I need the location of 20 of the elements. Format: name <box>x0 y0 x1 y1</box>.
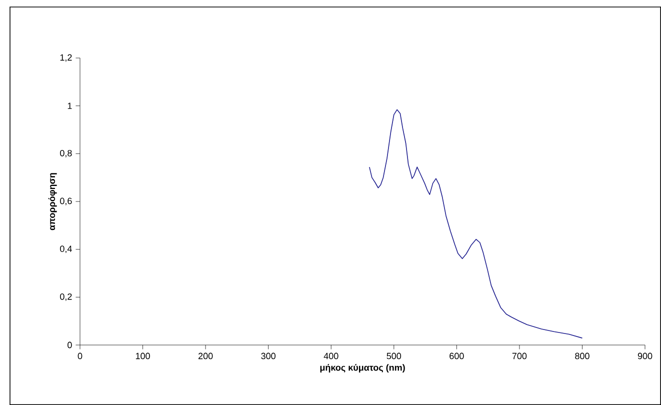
x-tick-label: 200 <box>198 352 213 360</box>
y-tick-label: 0,2 <box>60 293 72 301</box>
x-tick-label: 100 <box>136 352 150 360</box>
line-series <box>369 109 583 338</box>
y-tick-label: 0,6 <box>60 198 72 206</box>
y-tick-label: 0,4 <box>60 246 72 254</box>
x-tick-label: 300 <box>261 352 276 360</box>
y-tick-label: 0,8 <box>60 150 72 158</box>
x-tick-label: 500 <box>386 352 402 360</box>
y-tick-label: 1,2 <box>60 54 72 62</box>
y-axis-title: απορρόφηση <box>48 173 57 230</box>
y-tick-label: 1 <box>68 102 72 109</box>
y-tick-label: 0 <box>68 342 72 348</box>
x-tick-label: 400 <box>324 352 338 360</box>
x-tick-label: 900 <box>638 352 652 360</box>
x-tick-label: 600 <box>450 352 464 360</box>
x-tick-label: 800 <box>575 352 590 360</box>
x-tick-label: 0 <box>78 352 82 360</box>
x-tick-label: 700 <box>512 352 527 360</box>
x-axis-title: μήκος κύματος (nm) <box>320 364 405 373</box>
